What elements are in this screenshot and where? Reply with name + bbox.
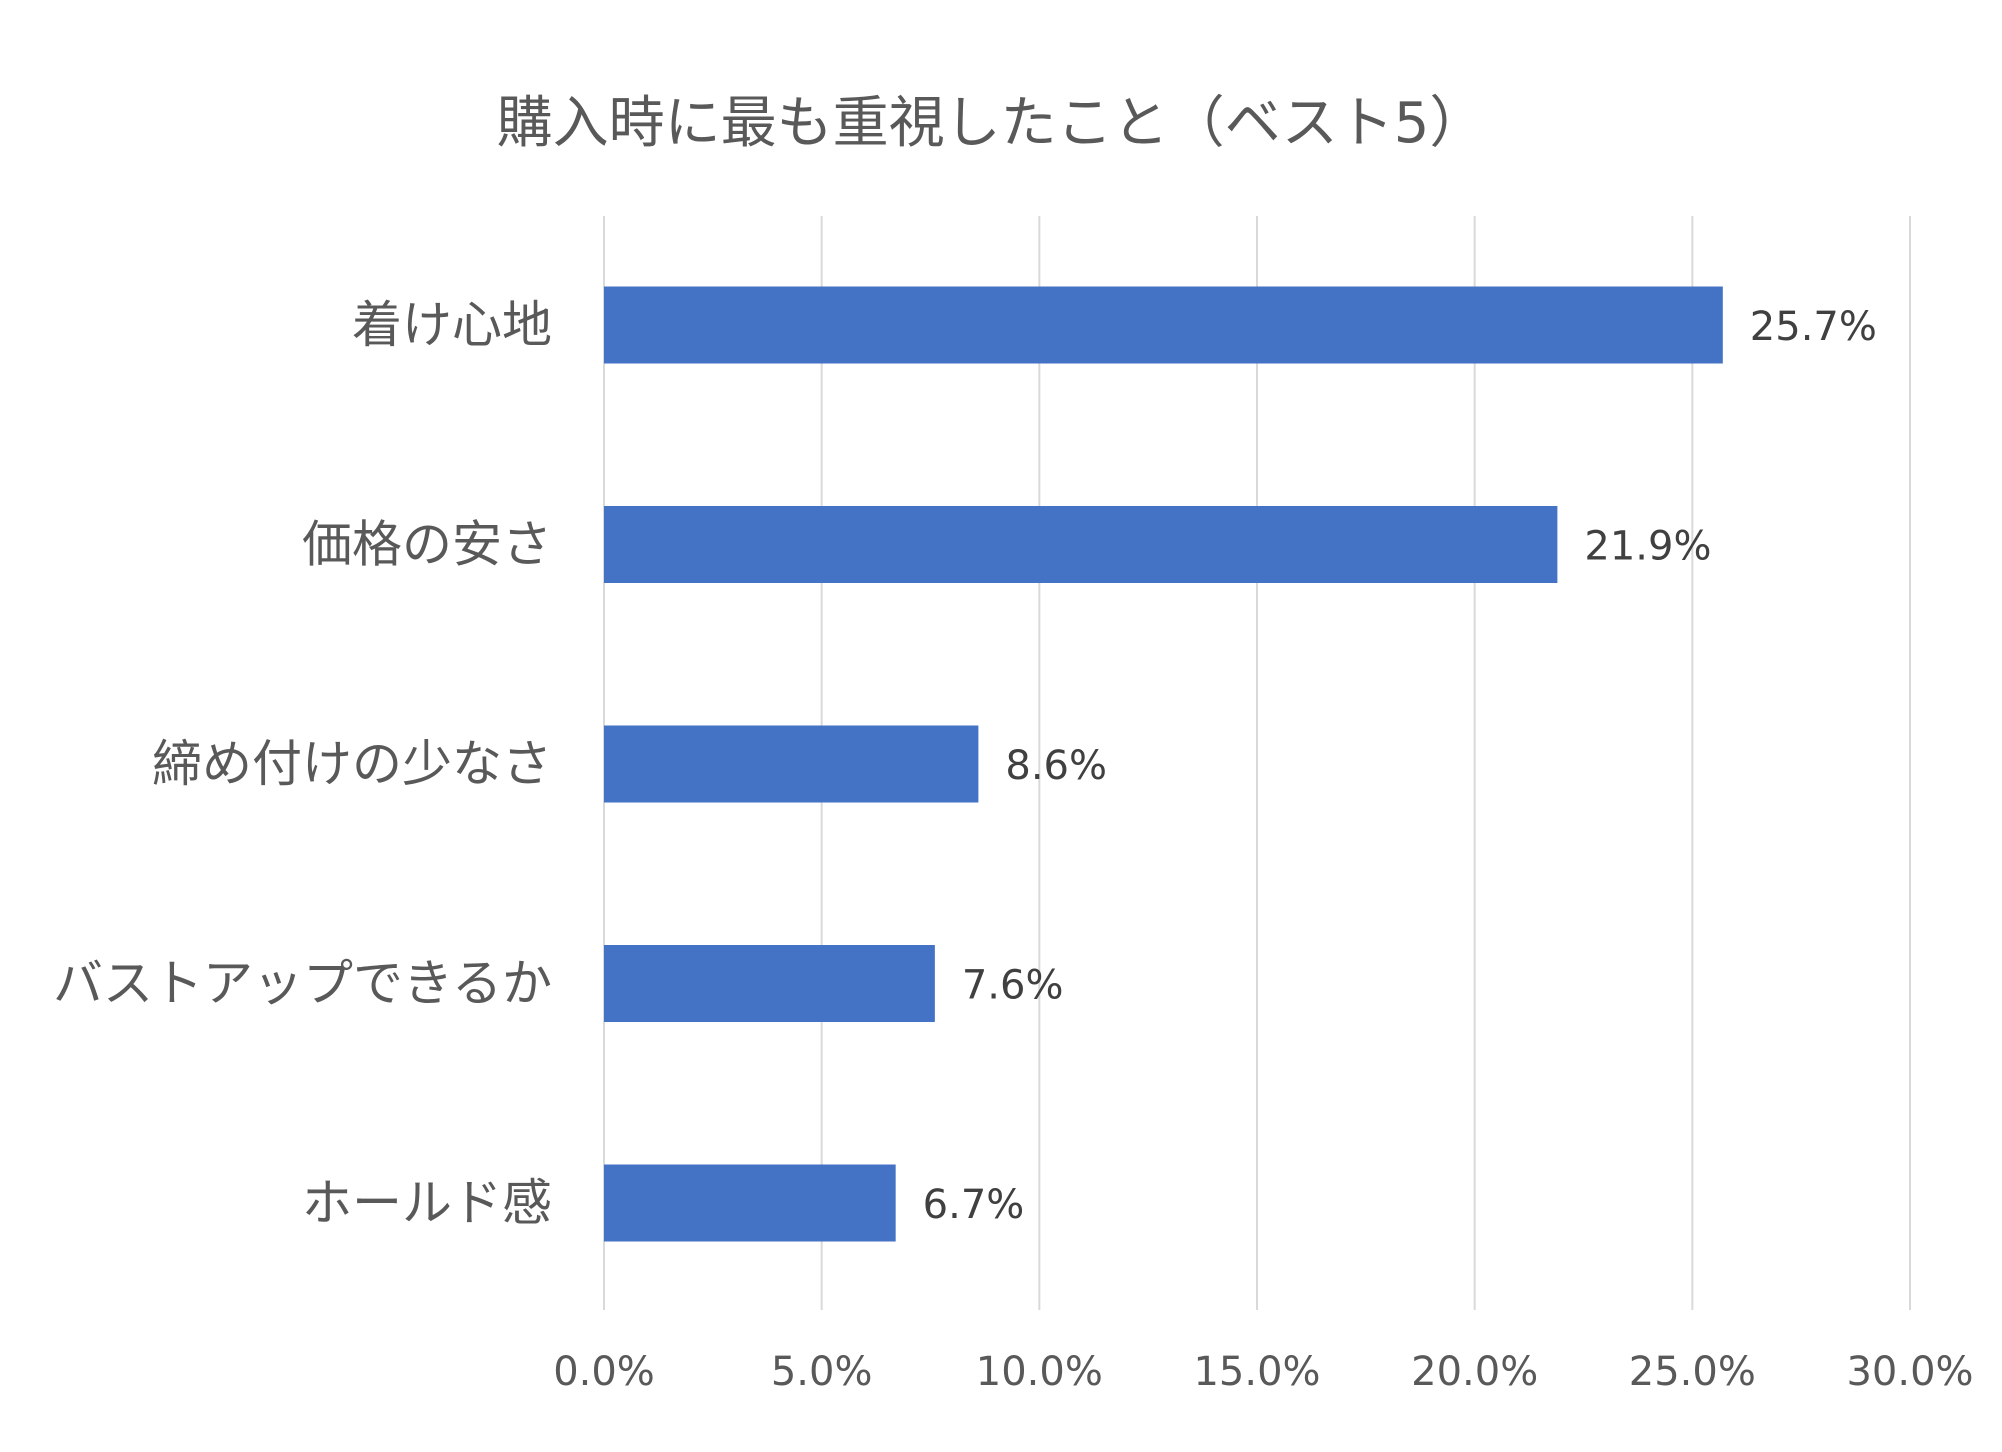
bar	[604, 286, 1723, 364]
x-tick-label: 0.0%	[553, 1349, 655, 1395]
bar	[604, 945, 935, 1022]
x-axis-tick-labels: 0.0% 5.0% 10.0% 15.0% 20.0% 25.0% 30.0%	[553, 1349, 1973, 1395]
x-tick-label: 15.0%	[1193, 1349, 1320, 1395]
x-tick-label: 10.0%	[976, 1349, 1103, 1395]
x-tick-label: 5.0%	[771, 1349, 873, 1395]
category-label: バストアップできるか	[53, 955, 552, 1013]
x-tick-label: 25.0%	[1629, 1349, 1756, 1395]
data-label: 21.9%	[1584, 524, 1711, 570]
data-labels: 25.7% 21.9% 8.6% 7.6% 6.7%	[923, 304, 1877, 1228]
x-tick-label: 20.0%	[1411, 1349, 1538, 1395]
category-label: 価格の安さ	[302, 516, 552, 574]
chart-title: 購入時に最も重視したこと（ベスト5）	[497, 91, 1486, 156]
category-label: 着け心地	[352, 296, 552, 354]
data-label: 7.6%	[962, 963, 1064, 1009]
gridlines	[603, 216, 1911, 1310]
bar	[604, 1164, 896, 1242]
x-tick-label: 30.0%	[1846, 1349, 1973, 1395]
data-label: 6.7%	[923, 1182, 1025, 1228]
bar	[604, 725, 979, 803]
category-label: 締め付けの少なさ	[152, 735, 552, 793]
category-label: ホールド感	[302, 1174, 552, 1232]
bars	[604, 286, 1723, 1242]
bar	[604, 506, 1558, 583]
data-label: 8.6%	[1005, 743, 1107, 789]
data-label: 25.7%	[1750, 304, 1877, 350]
